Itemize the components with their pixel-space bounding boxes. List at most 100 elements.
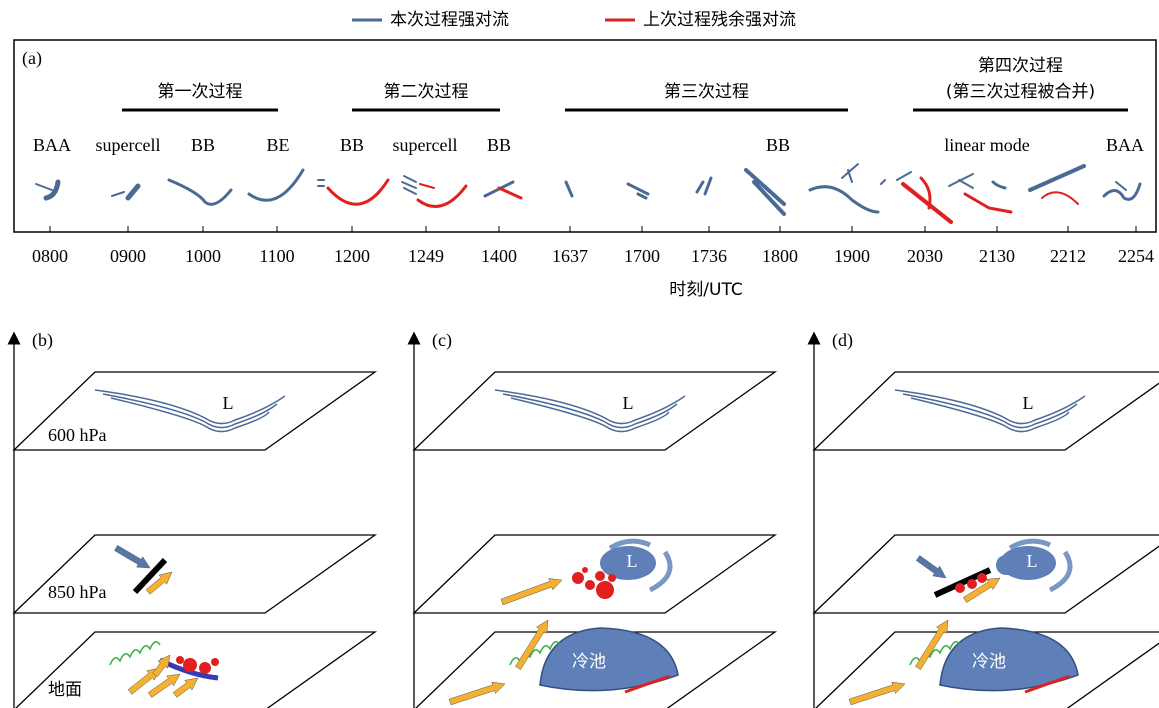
- process-label: 第二次过程: [384, 82, 469, 102]
- page: 本次过程强对流 上次过程残余强对流 (a) 时刻/UTC 第一次过程 第二次过程 第…: [0, 0, 1159, 708]
- flow-arrow: [501, 578, 562, 604]
- time-label: 0800: [32, 246, 68, 266]
- storm-glyph: [249, 170, 303, 200]
- storm-glyph: [1116, 182, 1126, 190]
- storm-glyph: [949, 174, 973, 188]
- figure: 本次过程强对流 上次过程残余强对流 (a) 时刻/UTC 第一次过程 第二次过程 第…: [0, 0, 1159, 708]
- storm-glyph: [697, 178, 711, 194]
- storm-cell: [183, 658, 197, 672]
- storm-cell: [572, 572, 584, 584]
- mode-label: BAA: [33, 135, 71, 155]
- flow-arrow: [449, 682, 505, 705]
- process-label: 第四次过程: [978, 56, 1063, 76]
- contour: [95, 390, 285, 424]
- flow-arrow: [173, 678, 198, 697]
- contour: [495, 390, 685, 424]
- storm-glyph: [420, 184, 434, 188]
- storm-cell: [977, 573, 987, 583]
- time-label: 1249: [408, 246, 444, 266]
- pressure-level: [414, 535, 775, 613]
- storm-glyph: [628, 184, 648, 198]
- flow-arrow: [114, 545, 150, 568]
- level-label: 600 hPa: [48, 425, 107, 445]
- mode-label: BE: [266, 135, 289, 155]
- x-axis-label: 时刻/UTC: [669, 280, 742, 300]
- low-label: L: [627, 551, 638, 571]
- storm-glyph: [842, 164, 858, 182]
- time-label: 1900: [834, 246, 870, 266]
- low-center: [996, 555, 1016, 575]
- mode-label: supercell: [96, 135, 161, 155]
- panel-label: (b): [32, 330, 53, 351]
- storm-glyph: [566, 182, 572, 196]
- pressure-level: [414, 372, 775, 450]
- storm-cell: [596, 581, 614, 599]
- low-label: L: [1023, 393, 1034, 413]
- green-wave: [110, 642, 160, 665]
- storm-glyph: [1030, 166, 1084, 190]
- cold-pool-label: 冷池: [572, 652, 606, 672]
- time-label: 2212: [1050, 246, 1086, 266]
- storm-glyph: [993, 182, 1005, 188]
- storm-glyph: [810, 187, 878, 212]
- storm-glyph: [1042, 192, 1078, 204]
- storm-cell: [176, 656, 184, 664]
- legend-label: 本次过程强对流: [390, 10, 509, 30]
- panel-label: (c): [432, 330, 452, 351]
- low-label: L: [1027, 551, 1038, 571]
- storm-cell: [582, 567, 588, 573]
- panel-label: (d): [832, 330, 853, 351]
- storm-glyph: [169, 180, 231, 204]
- storm-cell: [199, 662, 211, 674]
- time-label: 0900: [110, 246, 146, 266]
- storm-cell: [595, 571, 605, 581]
- legend-label: 上次过程残余强对流: [643, 10, 796, 30]
- level-label: 850 hPa: [48, 582, 107, 602]
- storm-cell: [585, 580, 595, 590]
- time-label: 2254: [1118, 246, 1154, 266]
- mode-label: BAA: [1106, 135, 1144, 155]
- mode-label: BB: [191, 135, 215, 155]
- storm-cell: [211, 658, 219, 666]
- flow-arrow: [916, 556, 946, 578]
- time-label: 2030: [907, 246, 943, 266]
- storm-glyph: [36, 184, 52, 190]
- time-label: 1200: [334, 246, 370, 266]
- storm-glyph: [881, 172, 911, 184]
- mode-label: linear mode: [944, 135, 1029, 155]
- process-label: 第一次过程: [158, 82, 243, 102]
- level-label: 地面: [48, 680, 82, 700]
- storm-cell: [955, 583, 965, 593]
- storm-cell: [608, 574, 616, 582]
- time-label: 1700: [624, 246, 660, 266]
- storm-glyph: [402, 176, 416, 194]
- cold-pool-label: 冷池: [972, 652, 1006, 672]
- mode-label: BB: [766, 135, 790, 155]
- panel-label: (a): [22, 48, 42, 69]
- time-label: 1637: [552, 246, 588, 266]
- mode-label: supercell: [393, 135, 458, 155]
- storm-glyph: [128, 186, 138, 198]
- mode-label: BB: [340, 135, 364, 155]
- storm-glyph: [418, 186, 466, 206]
- low-label: L: [223, 393, 234, 413]
- storm-glyph: [318, 180, 324, 186]
- storm-glyph: [328, 180, 388, 204]
- low-label: L: [623, 393, 634, 413]
- process-sublabel: (第三次过程被合并): [946, 82, 1095, 102]
- storm-glyph: [965, 194, 1011, 212]
- storm-glyph: [499, 188, 521, 198]
- flow-arrow: [515, 620, 548, 670]
- storm-glyph: [112, 192, 124, 196]
- mode-label: BB: [487, 135, 511, 155]
- flow-arrow: [915, 620, 948, 670]
- flow-arrow: [849, 682, 905, 705]
- storm-cell: [967, 579, 977, 589]
- process-label: 第三次过程: [664, 82, 749, 102]
- pressure-level: [814, 372, 1159, 450]
- time-label: 1100: [259, 246, 294, 266]
- time-label: 2130: [979, 246, 1015, 266]
- time-label: 1800: [762, 246, 798, 266]
- time-label: 1736: [691, 246, 727, 266]
- storm-glyph: [746, 170, 784, 214]
